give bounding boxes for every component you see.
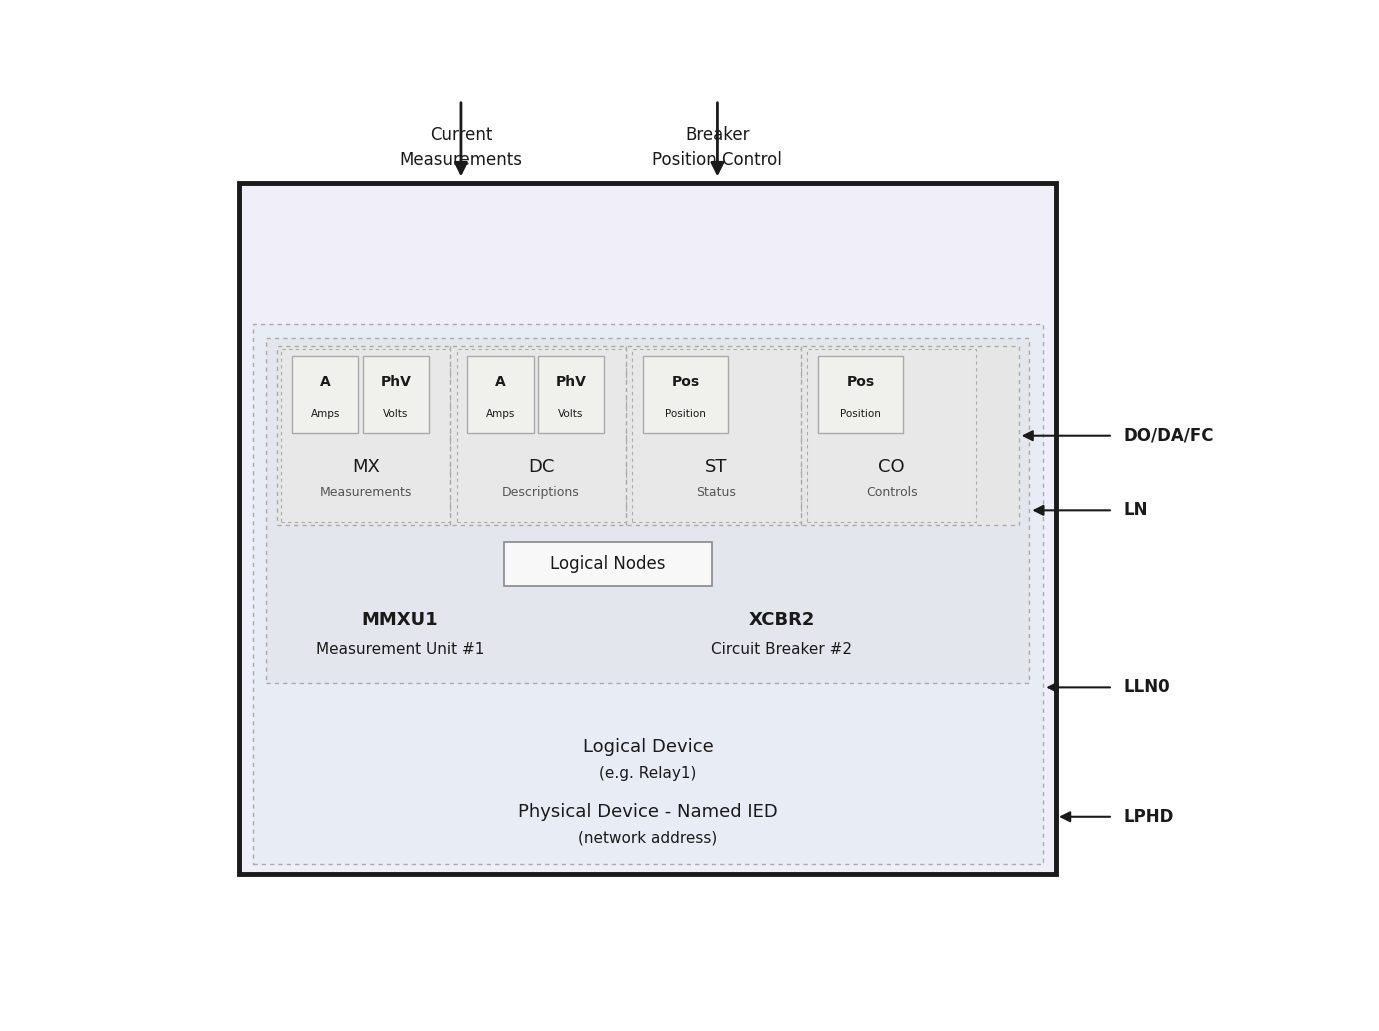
Bar: [281, 350, 450, 523]
Text: Measurements: Measurements: [320, 487, 412, 499]
Text: Position: Position: [665, 409, 706, 419]
Text: A: A: [495, 375, 506, 389]
Text: MMXU1: MMXU1: [361, 611, 439, 629]
Text: Current
Measurements: Current Measurements: [400, 126, 523, 169]
Text: LN: LN: [1124, 501, 1149, 520]
Bar: [266, 338, 1030, 684]
Text: Status: Status: [696, 487, 736, 499]
Bar: [456, 350, 626, 523]
Bar: [252, 324, 1044, 864]
Text: LPHD: LPHD: [1124, 807, 1174, 826]
Text: PhV: PhV: [381, 375, 411, 389]
Text: Pos: Pos: [847, 375, 874, 389]
Text: ST: ST: [705, 459, 728, 476]
Text: PhV: PhV: [556, 375, 586, 389]
Text: Amps: Amps: [310, 409, 339, 419]
Bar: [538, 356, 604, 433]
Text: Volts: Volts: [558, 409, 583, 419]
Text: Controls: Controls: [866, 487, 917, 499]
Text: Breaker
Position Control: Breaker Position Control: [652, 126, 782, 169]
Bar: [363, 356, 429, 433]
Text: Measurement Unit #1: Measurement Unit #1: [316, 641, 484, 657]
Bar: [643, 356, 728, 433]
Text: Position: Position: [840, 409, 881, 419]
Text: Logical Device: Logical Device: [582, 738, 713, 756]
Bar: [467, 356, 534, 433]
Bar: [239, 184, 1056, 874]
Bar: [277, 346, 1019, 525]
Text: Pos: Pos: [672, 375, 699, 389]
Text: CO: CO: [878, 459, 905, 476]
Text: XCBR2: XCBR2: [749, 611, 815, 629]
Text: (e.g. Relay1): (e.g. Relay1): [600, 766, 696, 780]
Bar: [818, 356, 903, 433]
Text: Logical Nodes: Logical Nodes: [550, 555, 666, 573]
Text: Volts: Volts: [383, 409, 408, 419]
Bar: [503, 542, 712, 586]
Text: LLN0: LLN0: [1124, 678, 1171, 696]
Text: A: A: [320, 375, 331, 389]
Text: Physical Device - Named IED: Physical Device - Named IED: [517, 803, 778, 821]
Text: Descriptions: Descriptions: [502, 487, 581, 499]
Text: DO/DA/FC: DO/DA/FC: [1124, 427, 1214, 444]
Text: Circuit Breaker #2: Circuit Breaker #2: [712, 641, 852, 657]
Bar: [807, 350, 976, 523]
Text: MX: MX: [352, 459, 379, 476]
Bar: [292, 356, 359, 433]
Text: (network address): (network address): [578, 831, 717, 845]
Text: Amps: Amps: [485, 409, 516, 419]
Bar: [632, 350, 801, 523]
Text: DC: DC: [528, 459, 554, 476]
